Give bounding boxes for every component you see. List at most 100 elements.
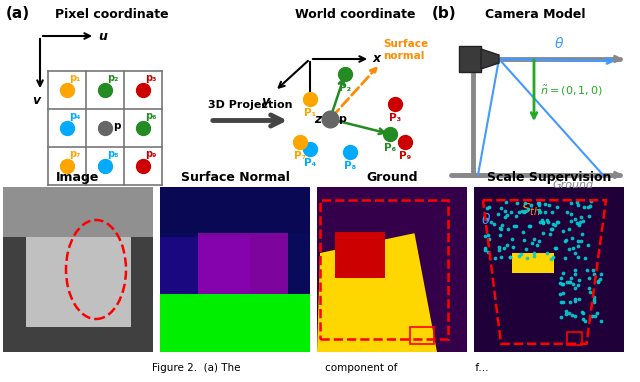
Point: [570, 298, 580, 304]
Point: [558, 281, 568, 287]
Point: [517, 207, 527, 214]
Text: u: u: [98, 29, 107, 42]
Point: [534, 202, 545, 208]
Bar: [160, 187, 310, 352]
Point: [543, 219, 554, 225]
Point: [584, 285, 594, 291]
Bar: [160, 236, 250, 294]
Point: [494, 244, 504, 250]
Point: [559, 255, 570, 261]
Bar: [335, 231, 385, 278]
Point: [574, 277, 584, 283]
Point: [538, 220, 548, 227]
Point: [500, 199, 511, 205]
Point: [566, 201, 577, 207]
Point: [570, 216, 580, 222]
Point: [570, 312, 580, 319]
Point: [538, 219, 548, 225]
Point: [524, 223, 534, 229]
Text: p₄: p₄: [69, 111, 81, 121]
Point: [582, 204, 593, 210]
Point: [484, 204, 494, 210]
Point: [582, 241, 593, 248]
Point: [505, 254, 515, 260]
Text: x: x: [373, 52, 381, 65]
Text: θ: θ: [482, 213, 490, 227]
Text: Image: Image: [56, 171, 100, 184]
Text: p₇: p₇: [69, 149, 81, 159]
Point: [596, 271, 607, 277]
Point: [588, 294, 598, 300]
Point: [500, 214, 510, 220]
Point: [570, 296, 580, 302]
Point: [553, 219, 563, 225]
Point: [580, 317, 590, 324]
Point: [577, 309, 588, 315]
Point: [482, 205, 492, 211]
Point: [527, 240, 537, 246]
Point: [525, 222, 535, 228]
Point: [559, 238, 570, 244]
Point: [509, 222, 519, 228]
Text: Surface
normal: Surface normal: [383, 39, 428, 61]
Point: [547, 226, 557, 232]
Point: [556, 281, 566, 287]
Point: [514, 253, 524, 259]
Point: [572, 199, 582, 206]
Point: [572, 243, 582, 249]
Point: [547, 221, 557, 227]
Point: [573, 282, 583, 288]
Point: [556, 275, 566, 282]
Text: z: z: [314, 113, 321, 126]
Text: p₉: p₉: [145, 149, 156, 159]
Point: [495, 205, 506, 211]
Point: [589, 271, 599, 277]
Text: $S_{th}$: $S_{th}$: [521, 202, 541, 218]
Point: [521, 246, 531, 252]
Text: World coordinate: World coordinate: [295, 8, 415, 21]
Point: [566, 218, 576, 224]
Point: [497, 222, 507, 228]
Point: [504, 226, 514, 232]
Point: [554, 280, 564, 286]
Bar: [160, 187, 310, 233]
Point: [511, 214, 522, 220]
Point: [546, 226, 556, 232]
Point: [573, 222, 584, 228]
Point: [480, 247, 490, 253]
Text: P₆: P₆: [384, 143, 396, 153]
Point: [556, 314, 566, 320]
Point: [573, 202, 584, 208]
Point: [561, 308, 571, 314]
Point: [544, 202, 554, 209]
Text: Camera Model: Camera Model: [485, 8, 586, 21]
Point: [526, 202, 536, 208]
Point: [562, 209, 572, 215]
Text: Figure 2.  (a) The                          component of                        : Figure 2. (a) The component of: [152, 363, 488, 373]
Point: [570, 250, 580, 256]
Point: [490, 255, 500, 261]
Point: [500, 208, 510, 214]
Point: [523, 206, 533, 212]
Bar: [511, 253, 554, 273]
Point: [548, 254, 558, 260]
Point: [550, 222, 560, 228]
Point: [514, 209, 524, 215]
Point: [535, 219, 545, 225]
Point: [511, 200, 522, 206]
Point: [564, 278, 575, 285]
Point: [495, 225, 506, 231]
Text: θ: θ: [554, 37, 563, 51]
Point: [570, 270, 580, 277]
Text: 3D Projection: 3D Projection: [208, 100, 292, 110]
Point: [552, 219, 563, 225]
Point: [564, 279, 574, 285]
Point: [551, 245, 561, 251]
Point: [564, 246, 575, 252]
Point: [546, 256, 556, 262]
Point: [575, 219, 585, 225]
Point: [540, 201, 550, 207]
Text: $\tilde{n} = (0, 1, 0)$: $\tilde{n} = (0, 1, 0)$: [540, 83, 603, 97]
Text: p: p: [338, 114, 346, 124]
Bar: [3, 187, 153, 236]
